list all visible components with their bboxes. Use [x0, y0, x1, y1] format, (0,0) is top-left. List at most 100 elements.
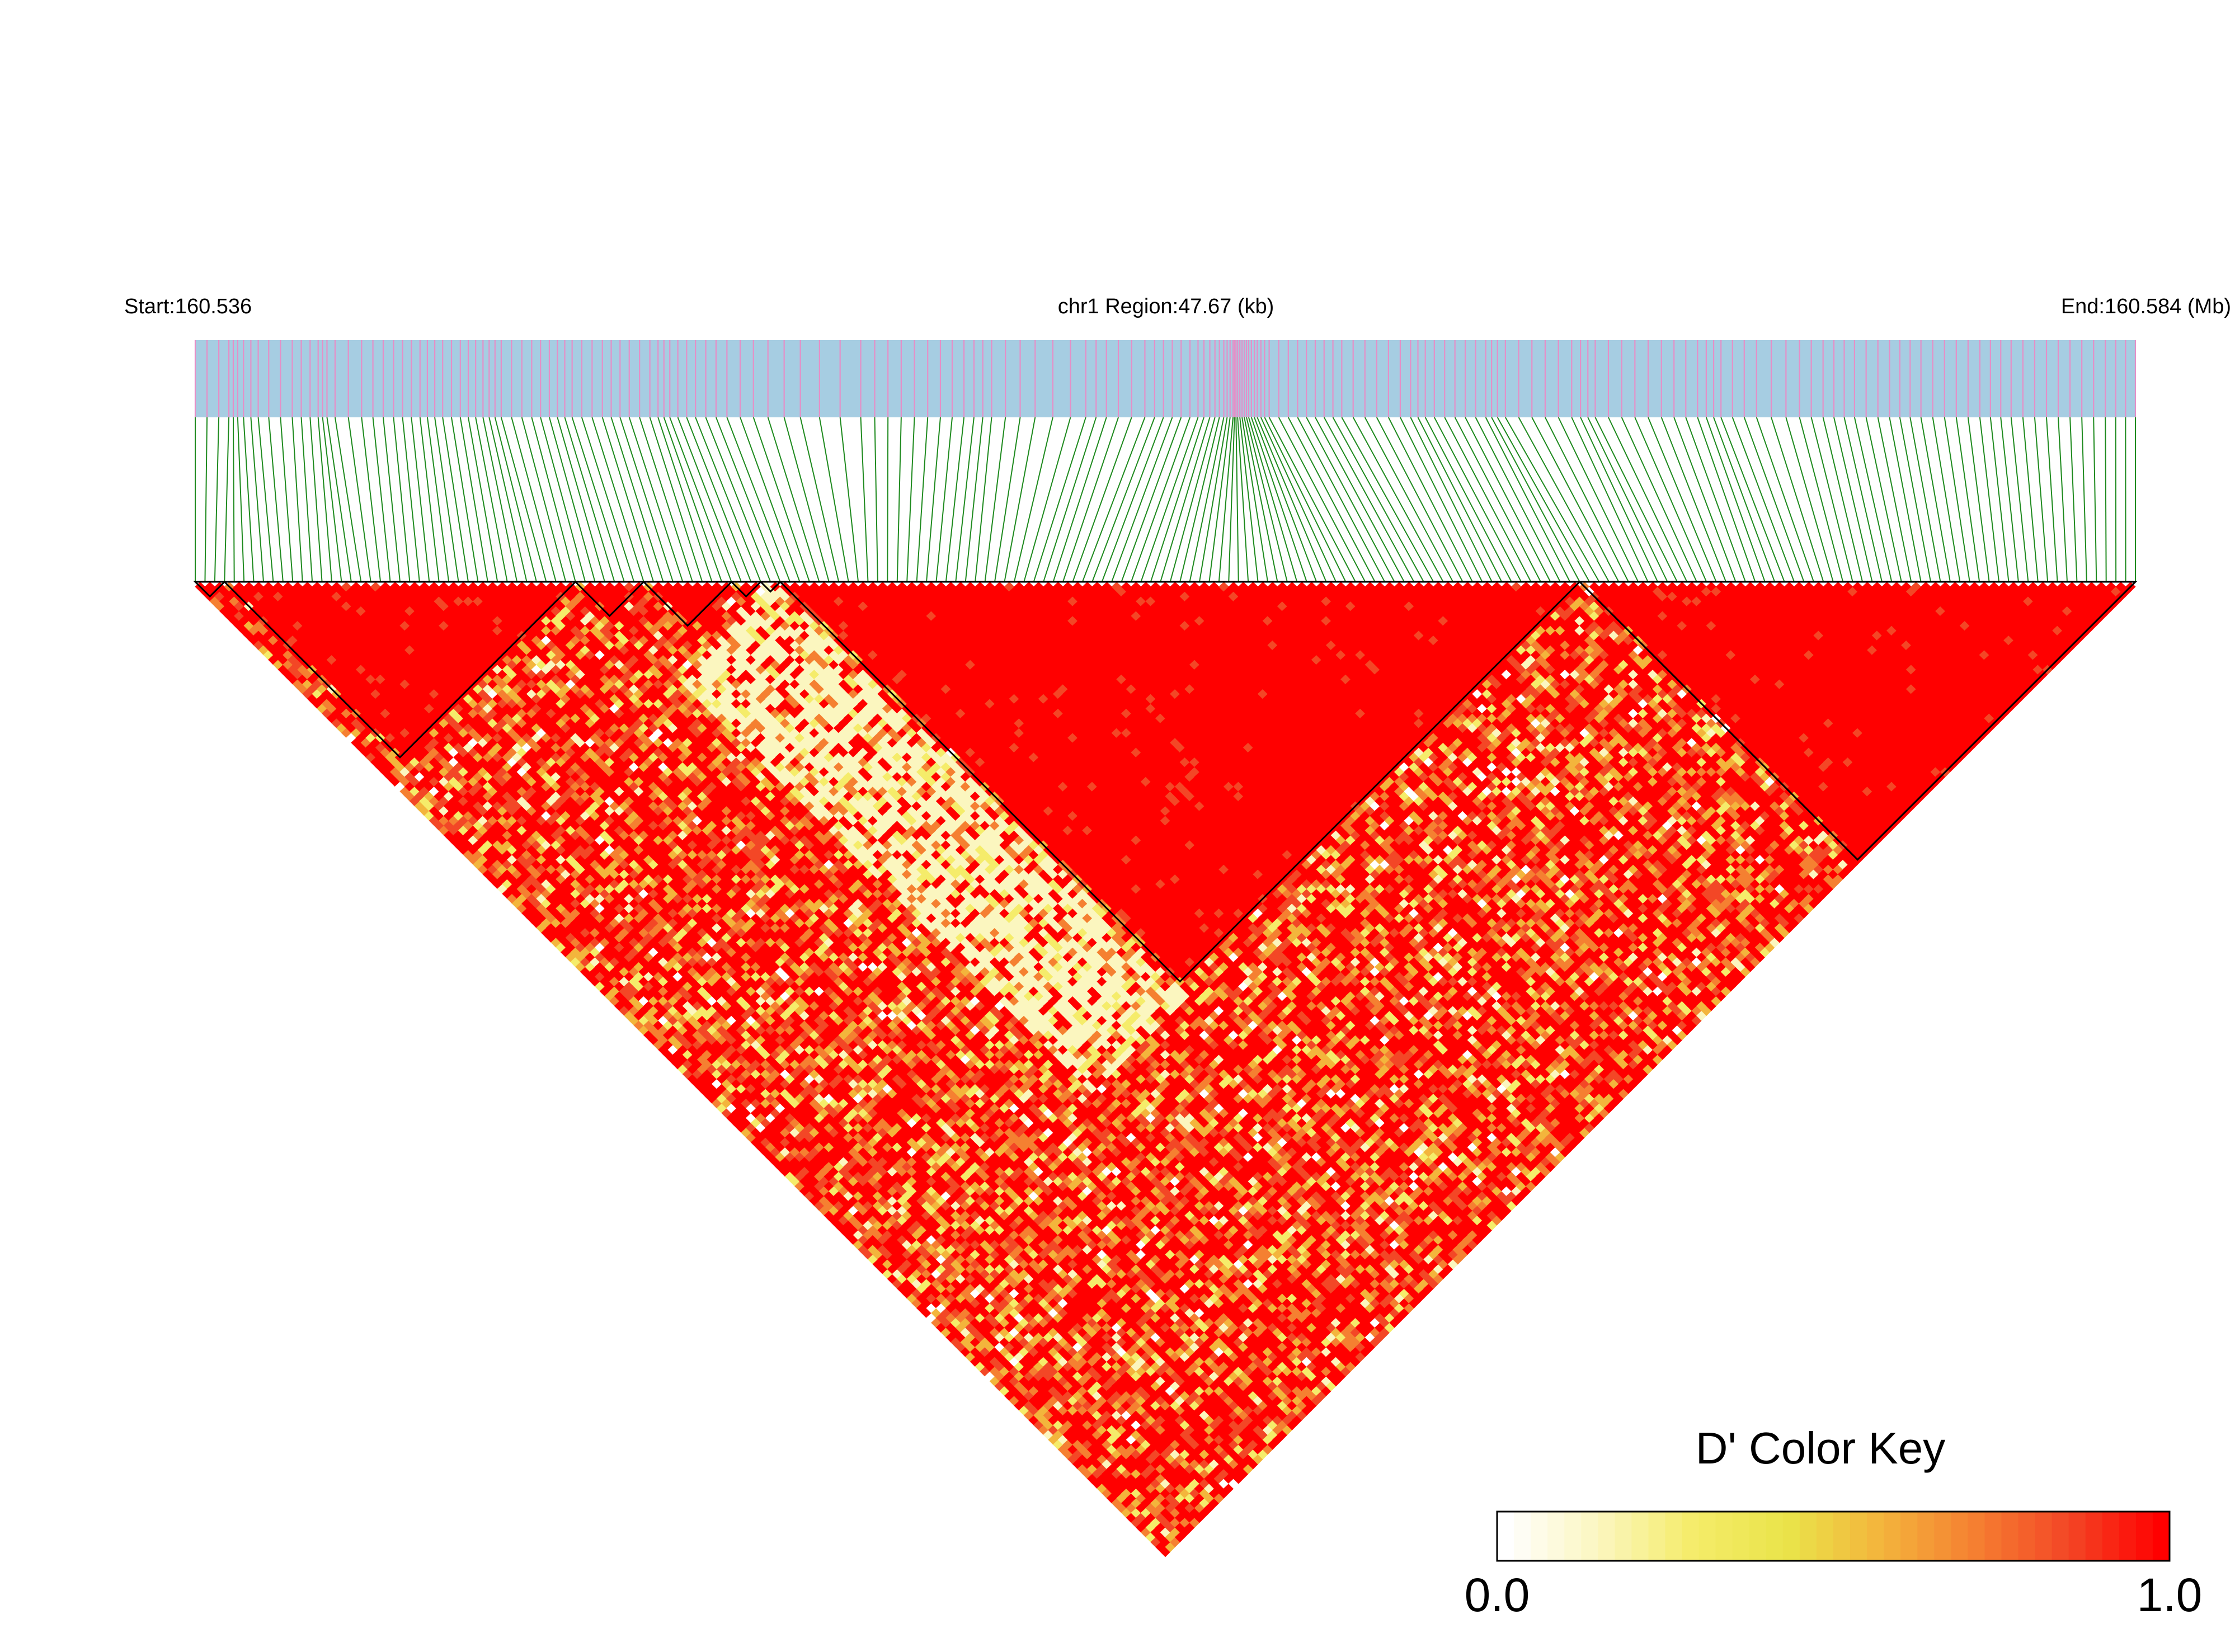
snp-connector	[1673, 417, 1737, 582]
snp-connector	[1621, 417, 1697, 582]
ld-cell	[243, 582, 255, 592]
snp-connector	[896, 417, 902, 582]
snp-connector	[1235, 417, 1239, 582]
snp-connector	[1843, 417, 1883, 582]
snp-connector	[1491, 417, 1580, 582]
snp-track	[194, 340, 2137, 417]
snp-connector	[1558, 417, 1639, 582]
snp-connector	[257, 417, 274, 582]
snp-connector	[955, 417, 975, 582]
snp-connector	[1081, 417, 1146, 582]
snp-connector	[521, 417, 567, 582]
snp-connector	[1785, 417, 1834, 582]
snp-connector	[1287, 417, 1376, 582]
snp-connector	[361, 417, 382, 582]
snp-connector	[1341, 417, 1434, 582]
snp-connector	[1989, 417, 2010, 582]
snp-connector	[1257, 417, 1327, 582]
snp-connector	[1043, 417, 1097, 582]
snp-connector	[475, 417, 508, 582]
snp-connector	[2105, 417, 2107, 582]
snp-connector	[434, 417, 459, 582]
snp-connector	[1743, 417, 1805, 582]
snp-connector	[1705, 417, 1766, 582]
snp-connector	[1323, 417, 1415, 582]
snp-connector	[1433, 417, 1522, 582]
snp-connector	[874, 417, 878, 582]
ld-cell	[272, 582, 284, 592]
snp-connector	[715, 417, 781, 582]
snp-connector	[500, 417, 547, 582]
snp-connector	[1239, 417, 1259, 582]
snp-connector	[2081, 417, 2087, 582]
snp-connector	[309, 417, 323, 582]
snp-connector	[1545, 417, 1629, 582]
snp-connector	[1072, 417, 1132, 582]
snp-connector	[975, 417, 992, 582]
snp-connector	[686, 417, 752, 582]
snp-connector	[677, 417, 742, 582]
snp-connector	[1697, 417, 1756, 582]
snp-connector	[926, 417, 941, 582]
snp-connector	[1944, 417, 1970, 582]
snp-connector	[317, 417, 332, 582]
snp-connector	[2046, 417, 2058, 582]
snp-connector	[1400, 417, 1483, 582]
snp-connector	[1264, 417, 1347, 582]
snp-connector	[1208, 417, 1231, 582]
snp-connector	[1685, 417, 1746, 582]
snp-connector	[1228, 417, 1235, 582]
snp-connector	[1580, 417, 1658, 582]
snp-connector	[224, 417, 230, 582]
snp-connector	[1268, 417, 1356, 582]
snp-connector	[1920, 417, 1951, 582]
snp-connector	[984, 417, 1006, 582]
snp-connector	[1833, 417, 1873, 582]
snp-connector	[1241, 417, 1268, 582]
snp-connector	[887, 417, 889, 582]
snp-ticks	[194, 340, 2137, 417]
snp-connector	[1121, 417, 1182, 582]
snp-connector	[1260, 417, 1337, 582]
snp-connector	[1909, 417, 1941, 582]
snp-connector	[1810, 417, 1853, 582]
snp-connector	[204, 417, 208, 582]
snp-connector	[1315, 417, 1405, 582]
snp-connector	[540, 417, 586, 582]
snp-connector	[695, 417, 761, 582]
snp-connector	[419, 417, 440, 582]
snp-connector	[1424, 417, 1512, 582]
snp-connector	[1865, 417, 1902, 582]
snp-connector	[232, 417, 235, 582]
snp-connector	[1013, 417, 1053, 582]
snp-connector	[1444, 417, 1532, 582]
snp-connector	[1376, 417, 1464, 582]
snp-connector	[1218, 417, 1234, 582]
snp-connector	[935, 417, 953, 582]
snp-connector	[669, 417, 732, 582]
snp-connector	[2022, 417, 2039, 582]
snp-connector	[1571, 417, 1649, 582]
snp-connector	[818, 417, 849, 582]
snp-connector	[1140, 417, 1199, 582]
snp-connector	[1899, 417, 1932, 582]
snp-connector	[1387, 417, 1473, 582]
snp-connector	[628, 417, 684, 582]
snp-connector	[451, 417, 479, 582]
snp-connector	[571, 417, 625, 582]
snp-connector	[1648, 417, 1717, 582]
snp-connector	[1237, 417, 1249, 582]
snp-connector	[1246, 417, 1288, 582]
snp-connector	[1033, 417, 1086, 582]
snp-connector	[601, 417, 655, 582]
snp-connector	[1306, 417, 1395, 582]
snp-connector	[402, 417, 420, 582]
snp-connector	[994, 417, 1021, 582]
snp-connector	[752, 417, 810, 582]
snp-connector	[767, 417, 820, 582]
snp-connector	[610, 417, 664, 582]
snp-connector	[468, 417, 498, 582]
snp-connector	[783, 417, 830, 582]
snp-connector	[1720, 417, 1785, 582]
